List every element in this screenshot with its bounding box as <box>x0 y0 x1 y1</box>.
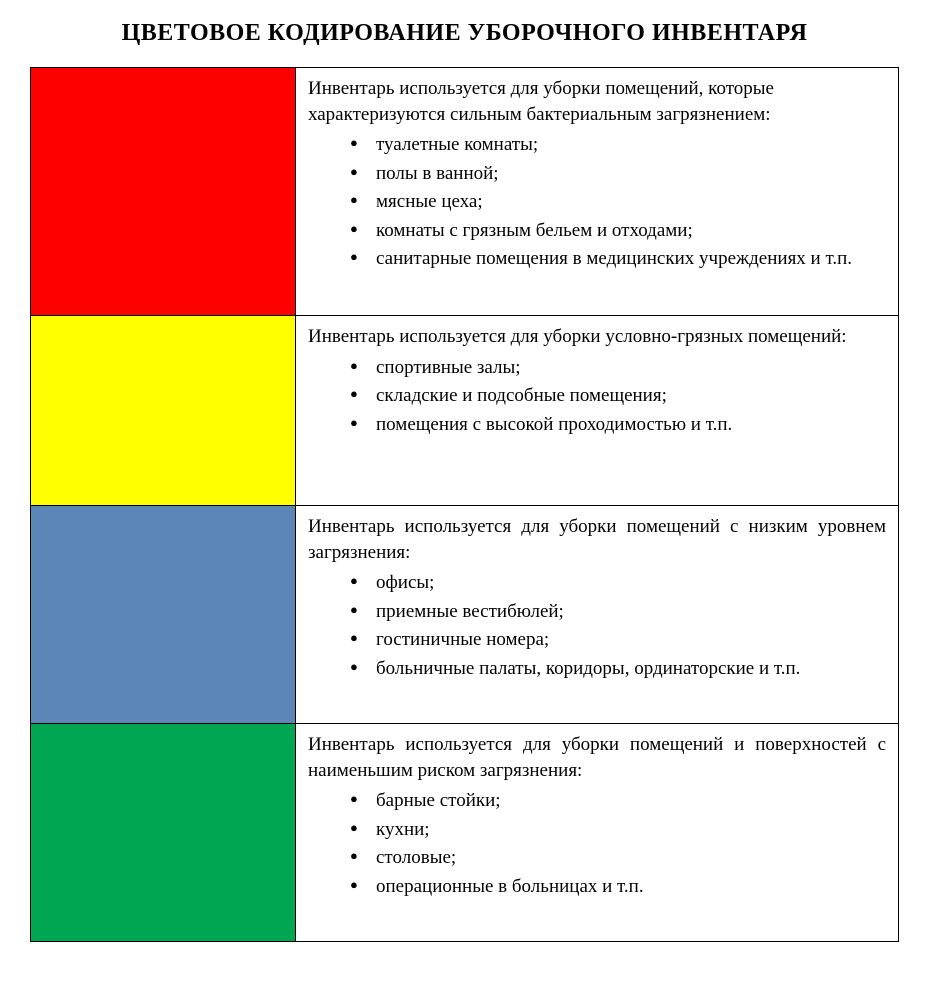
table-row: Инвентарь используется для уборки помеще… <box>31 506 899 724</box>
list-item: операционные в больницах и т.п. <box>356 873 886 902</box>
list-item: санитарные помещения в медицинских учреж… <box>356 245 886 274</box>
color-swatch-yellow <box>31 316 296 506</box>
intro-text: Инвентарь используется для уборки помеще… <box>308 732 886 783</box>
color-swatch-red <box>31 68 296 316</box>
list-item: офисы; <box>356 569 886 598</box>
item-list: спортивные залы; складские и подсобные п… <box>308 354 886 440</box>
color-coding-table: Инвентарь используется для уборки помеще… <box>30 67 899 942</box>
description-cell: Инвентарь используется для уборки помеще… <box>296 68 899 316</box>
intro-text: Инвентарь используется для уборки помеще… <box>308 514 886 565</box>
list-item: складские и подсобные помещения; <box>356 382 886 411</box>
list-item: полы в ванной; <box>356 160 886 189</box>
color-swatch-blue <box>31 506 296 724</box>
description-cell: Инвентарь используется для уборки помеще… <box>296 506 899 724</box>
table-row: Инвентарь используется для уборки помеще… <box>31 724 899 942</box>
list-item: кухни; <box>356 816 886 845</box>
table-row: Инвентарь используется для уборки помеще… <box>31 68 899 316</box>
list-item: спортивные залы; <box>356 354 886 383</box>
list-item: комнаты с грязным бельем и отходами; <box>356 217 886 246</box>
page-title: ЦВЕТОВОЕ КОДИРОВАНИЕ УБОРОЧНОГО ИНВЕНТАР… <box>30 20 899 47</box>
list-item: туалетные комнаты; <box>356 131 886 160</box>
item-list: офисы; приемные вестибюлей; гостиничные … <box>308 569 886 683</box>
item-list: барные стойки; кухни; столовые; операцио… <box>308 787 886 901</box>
list-item: барные стойки; <box>356 787 886 816</box>
list-item: больничные палаты, коридоры, ординаторск… <box>356 655 886 684</box>
description-cell: Инвентарь используется для уборки помеще… <box>296 724 899 942</box>
list-item: столовые; <box>356 844 886 873</box>
list-item: помещения с высокой проходимостью и т.п. <box>356 411 886 440</box>
table-row: Инвентарь используется для уборки условн… <box>31 316 899 506</box>
intro-text: Инвентарь используется для уборки помеще… <box>308 76 886 127</box>
item-list: туалетные комнаты; полы в ванной; мясные… <box>308 131 886 274</box>
list-item: мясные цеха; <box>356 188 886 217</box>
intro-text: Инвентарь используется для уборки условн… <box>308 324 886 350</box>
color-swatch-green <box>31 724 296 942</box>
list-item: гостиничные номера; <box>356 626 886 655</box>
list-item: приемные вестибюлей; <box>356 598 886 627</box>
description-cell: Инвентарь используется для уборки условн… <box>296 316 899 506</box>
table-body: Инвентарь используется для уборки помеще… <box>31 68 899 942</box>
